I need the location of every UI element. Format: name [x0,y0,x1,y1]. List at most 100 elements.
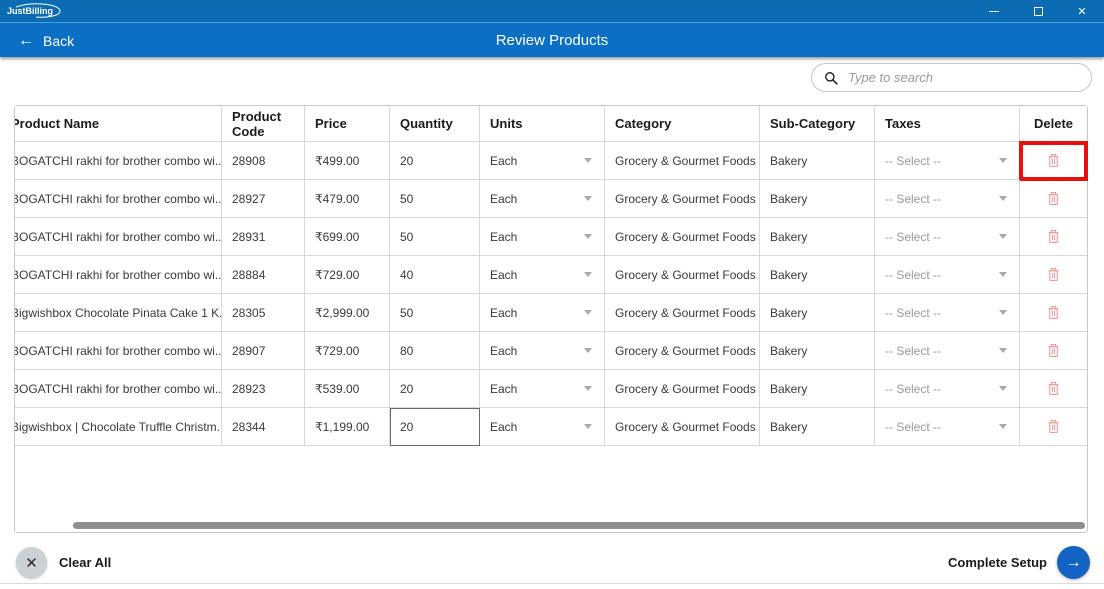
taxes-placeholder: -- Select -- [885,230,941,244]
quantity-cell[interactable]: 80 [390,332,480,370]
price-cell[interactable]: ₹1,199.00 [305,408,390,446]
arrow-right-icon: → [1057,546,1090,579]
quantity-cell[interactable]: 50 [390,294,480,332]
category-cell: Grocery & Gourmet Foods [605,332,760,370]
units-dropdown[interactable]: Each [480,180,605,218]
product-code-cell: 28907 [222,332,305,370]
taxes-placeholder: -- Select -- [885,306,941,320]
price-cell[interactable]: ₹729.00 [305,332,390,370]
col-category: Category [605,106,760,142]
trash-icon [1047,343,1060,358]
units-value: Each [490,230,517,244]
price-cell[interactable]: ₹539.00 [305,370,390,408]
delete-button[interactable] [1047,381,1060,396]
chevron-down-icon [584,234,592,239]
clear-all-button[interactable]: ✕ Clear All [16,547,111,578]
product-code-cell: 28923 [222,370,305,408]
search-input[interactable] [848,70,1079,85]
price-cell[interactable]: ₹699.00 [305,218,390,256]
taxes-dropdown[interactable]: -- Select -- [875,332,1020,370]
delete-button[interactable] [1047,343,1060,358]
category-cell: Grocery & Gourmet Foods [605,294,760,332]
col-price: Price [305,106,390,142]
subcategory-cell: Bakery [760,408,875,446]
units-dropdown[interactable]: Each [480,370,605,408]
product-name-cell: BOGATCHI rakhi for brother combo wi... [15,256,222,294]
trash-icon [1047,229,1060,244]
chevron-down-icon [999,348,1007,353]
chevron-down-icon [584,386,592,391]
taxes-placeholder: -- Select -- [885,344,941,358]
maximize-icon [1034,7,1043,16]
price-cell[interactable]: ₹2,999.00 [305,294,390,332]
product-name-cell: BOGATCHI rakhi for brother combo wi... [15,180,222,218]
quantity-cell[interactable]: 20 [390,142,480,180]
delete-button[interactable] [1047,419,1060,434]
units-value: Each [490,154,517,168]
navbar: ← Back Review Products [0,22,1104,57]
delete-button[interactable] [1047,191,1060,206]
subcategory-cell: Bakery [760,218,875,256]
chevron-down-icon [584,272,592,277]
price-cell[interactable]: ₹479.00 [305,180,390,218]
taxes-dropdown[interactable]: -- Select -- [875,256,1020,294]
minimize-icon [989,11,999,12]
table-row: Bigwishbox | Chocolate Truffle Christm..… [15,408,1087,446]
table-row: BOGATCHI rakhi for brother combo wi... 2… [15,180,1087,218]
units-value: Each [490,344,517,358]
chevron-down-icon [999,234,1007,239]
minimize-button[interactable] [972,0,1016,22]
product-code-cell: 28884 [222,256,305,294]
maximize-button[interactable] [1016,0,1060,22]
taxes-placeholder: -- Select -- [885,268,941,282]
taxes-dropdown[interactable]: -- Select -- [875,294,1020,332]
trash-icon [1047,267,1060,282]
col-product-name: Product Name [15,106,222,142]
app-logo: JustBilling [5,5,61,17]
delete-cell [1020,408,1087,446]
units-dropdown[interactable]: Each [480,256,605,294]
quantity-cell[interactable]: 20 [390,408,480,446]
products-table: Product Name Product Code Price Quantity… [14,105,1088,533]
units-dropdown[interactable]: Each [480,332,605,370]
quantity-cell[interactable]: 50 [390,180,480,218]
delete-button[interactable] [1047,153,1060,168]
category-cell: Grocery & Gourmet Foods [605,256,760,294]
delete-cell [1020,142,1087,180]
chevron-down-icon [999,158,1007,163]
units-dropdown[interactable]: Each [480,218,605,256]
taxes-dropdown[interactable]: -- Select -- [875,408,1020,446]
units-dropdown[interactable]: Each [480,142,605,180]
taxes-dropdown[interactable]: -- Select -- [875,180,1020,218]
delete-button[interactable] [1047,305,1060,320]
product-code-cell: 28344 [222,408,305,446]
quantity-cell[interactable]: 40 [390,256,480,294]
price-cell[interactable]: ₹729.00 [305,256,390,294]
quantity-cell[interactable]: 50 [390,218,480,256]
delete-button[interactable] [1047,267,1060,282]
subcategory-cell: Bakery [760,142,875,180]
units-dropdown[interactable]: Each [480,408,605,446]
table-row: BOGATCHI rakhi for brother combo wi... 2… [15,256,1087,294]
horizontal-scrollbar[interactable] [73,522,1085,529]
delete-cell [1020,218,1087,256]
category-cell: Grocery & Gourmet Foods [605,370,760,408]
search-box[interactable] [811,63,1092,92]
product-name-cell: BOGATCHI rakhi for brother combo wi... [15,142,222,180]
product-code-cell: 28927 [222,180,305,218]
quantity-cell[interactable]: 20 [390,370,480,408]
close-button[interactable]: ✕ [1060,0,1104,22]
price-cell[interactable]: ₹499.00 [305,142,390,180]
taxes-dropdown[interactable]: -- Select -- [875,370,1020,408]
complete-setup-button[interactable]: Complete Setup → [948,546,1090,579]
taxes-dropdown[interactable]: -- Select -- [875,218,1020,256]
product-name-cell: BOGATCHI rakhi for brother combo wi... [15,218,222,256]
taxes-placeholder: -- Select -- [885,192,941,206]
product-name-cell: Bigwishbox | Chocolate Truffle Christm..… [15,408,222,446]
category-cell: Grocery & Gourmet Foods [605,408,760,446]
taxes-dropdown[interactable]: -- Select -- [875,142,1020,180]
units-dropdown[interactable]: Each [480,294,605,332]
delete-button[interactable] [1047,229,1060,244]
table-row: Bigwishbox Chocolate Pinata Cake 1 K... … [15,294,1087,332]
col-product-code: Product Code [222,106,305,142]
